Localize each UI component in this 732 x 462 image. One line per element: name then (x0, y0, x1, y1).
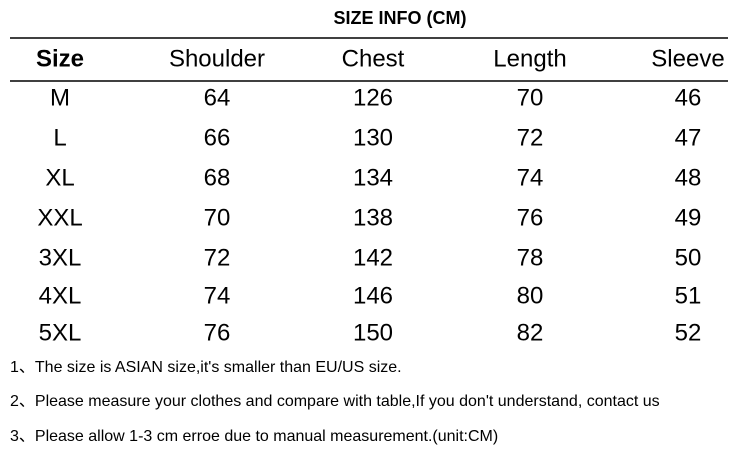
measure-cell: 146 (353, 282, 393, 309)
title: SIZE INFO (CM) (334, 8, 467, 28)
size-cell: M (50, 84, 70, 111)
measure-cell: 80 (517, 282, 544, 309)
measure-cell: 138 (353, 204, 393, 231)
measure-cell: 70 (517, 84, 544, 111)
column-header: Shoulder (169, 45, 265, 72)
note: 3、Please allow 1-3 cm erroe due to manua… (10, 428, 498, 445)
measure-cell: 74 (517, 164, 544, 191)
measure-cell: 82 (517, 319, 544, 346)
size-cell: 4XL (39, 282, 82, 309)
measure-cell: 76 (517, 204, 544, 231)
measure-cell: 48 (675, 164, 702, 191)
measure-cell: 47 (675, 124, 702, 151)
measure-cell: 46 (675, 84, 702, 111)
measure-cell: 70 (204, 204, 231, 231)
note: 1、The size is ASIAN size,it's smaller th… (10, 359, 402, 376)
column-header: Size (36, 45, 84, 72)
measure-cell: 49 (675, 204, 702, 231)
measure-cell: 72 (204, 244, 231, 271)
measure-cell: 52 (675, 319, 702, 346)
size-cell: XXL (37, 204, 82, 231)
measure-cell: 130 (353, 124, 393, 151)
size-cell: L (53, 124, 66, 151)
size-cell: 5XL (39, 319, 82, 346)
size-cell: 3XL (39, 244, 82, 271)
measure-cell: 142 (353, 244, 393, 271)
measure-cell: 76 (204, 319, 231, 346)
note: 2、Please measure your clothes and compar… (10, 393, 660, 410)
measure-cell: 72 (517, 124, 544, 151)
measure-cell: 51 (675, 282, 702, 309)
measure-cell: 68 (204, 164, 231, 191)
measure-cell: 78 (517, 244, 544, 271)
measure-cell: 134 (353, 164, 393, 191)
column-header: Length (493, 45, 566, 72)
column-header: Sleeve (651, 45, 724, 72)
measure-cell: 74 (204, 282, 231, 309)
measure-cell: 66 (204, 124, 231, 151)
measure-cell: 64 (204, 84, 231, 111)
measure-cell: 50 (675, 244, 702, 271)
measure-cell: 150 (353, 319, 393, 346)
size-cell: XL (45, 164, 74, 191)
column-header: Chest (342, 45, 405, 72)
measure-cell: 126 (353, 84, 393, 111)
